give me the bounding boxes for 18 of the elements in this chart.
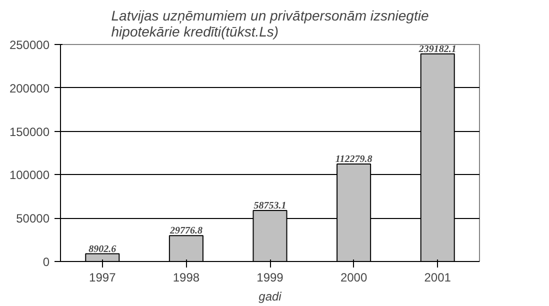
x-tick-label: 1997 — [89, 270, 116, 284]
x-tick-label: 1998 — [172, 270, 200, 284]
data-label: 58753.1 — [254, 200, 286, 212]
y-tick-label: 150000 — [9, 124, 50, 139]
data-label: 239182.1 — [418, 44, 456, 55]
x-axis-title: gadi — [258, 290, 282, 304]
y-tick-label: 100000 — [9, 168, 50, 182]
y-tick-label: 0 — [42, 255, 50, 269]
y-tick-label: 200000 — [9, 81, 50, 96]
data-label: 29776.8 — [168, 226, 202, 237]
chart-title: Latvijas uzņēmumiem un privātpersonām izsniegtie hipotekārie kredīti(tūkst.Ls) — [111, 8, 429, 40]
x-tick-label: 1999 — [256, 270, 284, 284]
data-label: 112279.8 — [335, 154, 372, 166]
data-label: 8902.6 — [88, 244, 116, 255]
x-tick-label: 2001 — [424, 270, 452, 284]
y-tick-label: 50000 — [16, 212, 50, 226]
x-tick-label: 2000 — [340, 270, 368, 284]
y-tick-label: 250000 — [9, 38, 50, 52]
